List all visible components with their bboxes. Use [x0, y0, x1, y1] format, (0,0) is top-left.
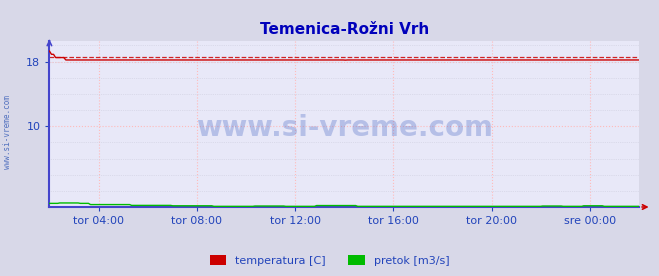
Text: www.si-vreme.com: www.si-vreme.com [3, 95, 13, 169]
Title: Temenica-Rožni Vrh: Temenica-Rožni Vrh [260, 22, 429, 38]
Text: www.si-vreme.com: www.si-vreme.com [196, 113, 493, 142]
Legend: temperatura [C], pretok [m3/s]: temperatura [C], pretok [m3/s] [205, 251, 454, 270]
